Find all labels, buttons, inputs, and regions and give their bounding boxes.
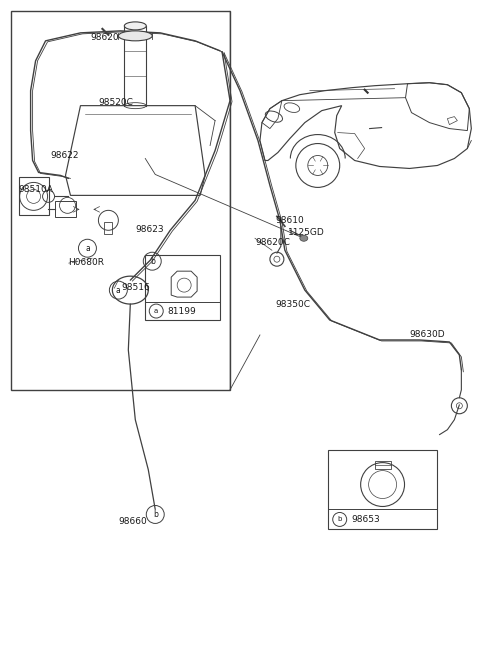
Text: a: a	[116, 285, 121, 295]
Text: 98510A: 98510A	[19, 186, 53, 194]
Bar	[11, 11, 230, 390]
Text: 98623: 98623	[135, 225, 164, 234]
Text: 81199: 81199	[167, 306, 196, 316]
Text: 98350C: 98350C	[275, 300, 310, 309]
Bar	[374, 461, 391, 468]
Text: 98520C: 98520C	[98, 98, 133, 107]
Bar	[145, 255, 220, 320]
Bar	[328, 449, 437, 529]
Text: b: b	[153, 510, 158, 519]
Ellipse shape	[124, 22, 146, 30]
Bar	[19, 177, 48, 215]
Text: b: b	[337, 516, 342, 522]
Text: 98516: 98516	[121, 283, 150, 292]
Text: 98630D: 98630D	[409, 330, 445, 339]
Ellipse shape	[300, 236, 308, 241]
Text: a: a	[154, 308, 158, 314]
Text: 98620C: 98620C	[255, 238, 290, 247]
Text: b: b	[150, 256, 155, 266]
Bar	[55, 201, 76, 217]
Text: 98620: 98620	[90, 33, 119, 42]
Text: 98660: 98660	[119, 518, 147, 527]
Bar	[104, 222, 112, 234]
Text: 98610: 98610	[275, 216, 304, 225]
Text: H0680R: H0680R	[69, 258, 105, 267]
Ellipse shape	[119, 31, 152, 41]
Text: 1125GD: 1125GD	[288, 228, 324, 237]
Text: 98622: 98622	[50, 150, 79, 159]
Text: a: a	[85, 244, 90, 253]
Text: 98653: 98653	[352, 515, 381, 524]
